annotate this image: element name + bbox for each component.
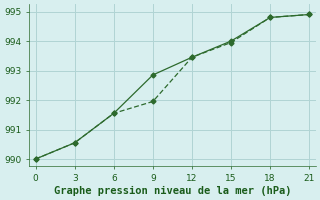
- X-axis label: Graphe pression niveau de la mer (hPa): Graphe pression niveau de la mer (hPa): [54, 186, 291, 196]
